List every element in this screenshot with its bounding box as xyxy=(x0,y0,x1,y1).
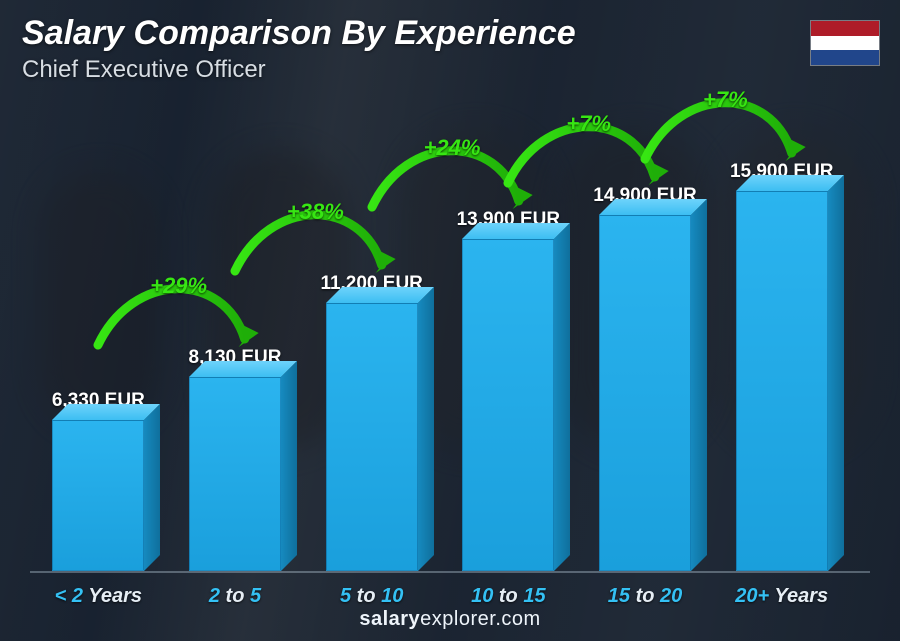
bars-container: 6,330 EUR< 2 Years8,130 EUR2 to 511,200 … xyxy=(30,145,850,571)
bar-front-face xyxy=(52,420,144,571)
bar-front-face xyxy=(326,303,418,571)
bar-side-face xyxy=(828,175,844,571)
bar-column: 13,900 EUR10 to 15 xyxy=(440,209,577,571)
salary-bar-chart: 6,330 EUR< 2 Years8,130 EUR2 to 511,200 … xyxy=(30,145,850,571)
bar-side-face xyxy=(418,287,434,571)
netherlands-flag-icon xyxy=(810,20,880,66)
page-title: Salary Comparison By Experience xyxy=(22,14,576,53)
bar-column: 8,130 EUR2 to 5 xyxy=(167,347,304,571)
page-subtitle: Chief Executive Officer xyxy=(22,56,266,84)
bar-front-face xyxy=(462,239,554,571)
bar-column: 6,330 EUR< 2 Years xyxy=(30,390,167,571)
bar-top-face xyxy=(736,175,844,191)
bar xyxy=(599,215,691,571)
bar-category-label: < 2 Years xyxy=(55,585,142,608)
bar xyxy=(189,377,281,571)
bar-top-face xyxy=(52,404,160,420)
bar-category-label: 10 to 15 xyxy=(471,585,546,608)
flag-stripe xyxy=(811,36,879,51)
bar-column: 11,200 EUR5 to 10 xyxy=(303,273,440,571)
footer-brand: salaryexplorer.com xyxy=(0,608,900,631)
flag-stripe xyxy=(811,50,879,65)
bar-top-face xyxy=(462,223,570,239)
bar xyxy=(52,420,144,571)
infographic-stage: Salary Comparison By Experience Chief Ex… xyxy=(0,0,900,641)
bar-top-face xyxy=(326,287,434,303)
bar-category-label: 2 to 5 xyxy=(209,585,261,608)
chart-baseline xyxy=(30,571,870,573)
bar-top-face xyxy=(189,361,297,377)
bar-column: 15,900 EUR20+ Years xyxy=(713,161,850,571)
flag-stripe xyxy=(811,21,879,36)
bar xyxy=(736,191,828,571)
bar-side-face xyxy=(144,404,160,571)
bar-top-face xyxy=(599,199,707,215)
bar-category-label: 20+ Years xyxy=(735,585,828,608)
bar-front-face xyxy=(736,191,828,571)
bar-column: 14,900 EUR15 to 20 xyxy=(577,185,714,571)
growth-arc-label: +7% xyxy=(635,87,816,113)
bar-side-face xyxy=(281,361,297,571)
bar-front-face xyxy=(599,215,691,571)
footer-brand-rest: explorer.com xyxy=(420,608,541,630)
bar-front-face xyxy=(189,377,281,571)
footer-brand-bold: salary xyxy=(359,608,420,630)
bar xyxy=(326,303,418,571)
bar-side-face xyxy=(554,223,570,571)
bar-category-label: 15 to 20 xyxy=(608,585,683,608)
bar-category-label: 5 to 10 xyxy=(340,585,403,608)
bar-side-face xyxy=(691,199,707,571)
bar xyxy=(462,239,554,571)
